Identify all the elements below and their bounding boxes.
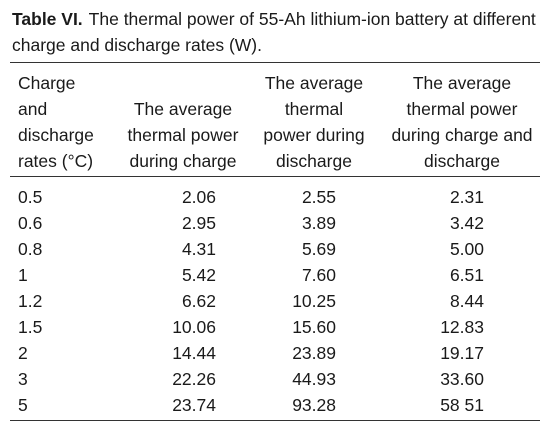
- header-line: The average: [133, 99, 233, 119]
- cell-rate: 2: [18, 343, 28, 363]
- cell-discharge-power: 15.60: [292, 317, 336, 337]
- header-line: thermal power: [127, 125, 239, 145]
- cell-rate: 0.8: [18, 239, 43, 259]
- table-row: 1.2 6.62 10.25 8.44: [0, 288, 552, 314]
- cell-charge-power: 23.74: [172, 395, 216, 415]
- cell-charge-power: 2.06: [181, 187, 216, 207]
- column-header-charge-and-discharge: The average thermal power during charge …: [382, 68, 542, 174]
- column-header-discharge: The average thermal power during dischar…: [252, 68, 376, 174]
- table-caption-text: The thermal power of 55-Ah lithium-ion b…: [12, 9, 536, 55]
- cell-combined-power: 5.00: [449, 239, 484, 259]
- cell-rate: 1.5: [18, 317, 43, 337]
- table-caption: Table VI. The thermal power of 55-Ah lith…: [12, 6, 540, 58]
- header-line: thermal power: [406, 99, 518, 119]
- column-header-charge: The average thermal power during charge: [118, 68, 248, 174]
- table-row: 1.5 10.06 15.60 12.83: [0, 314, 552, 340]
- cell-combined-power: 2.31: [449, 187, 484, 207]
- table-row: 0.8 4.31 5.69 5.00: [0, 236, 552, 262]
- table-top-rule: [10, 62, 540, 63]
- cell-discharge-power: 2.55: [301, 187, 336, 207]
- cell-combined-power: 12.83: [440, 317, 484, 337]
- header-line: during charge: [129, 151, 237, 171]
- cell-rate: 1: [18, 265, 28, 285]
- header-line: Charge: [18, 73, 76, 93]
- table-caption-label: Table VI.: [12, 9, 83, 29]
- table-row: 2 14.44 23.89 19.17: [0, 340, 552, 366]
- header-line: during charge and: [391, 125, 533, 145]
- table-header-rule: [10, 176, 540, 177]
- header-line: The average: [264, 73, 364, 93]
- header-line: discharge: [424, 151, 500, 171]
- table-row: 5 23.74 93.28 58 51: [0, 392, 552, 418]
- cell-combined-power: 6.51: [449, 265, 484, 285]
- cell-charge-power: 2.95: [181, 213, 216, 233]
- cell-combined-power: 58 51: [440, 395, 484, 415]
- header-line: and: [18, 99, 48, 119]
- table-row: 1 5.42 7.60 6.51: [0, 262, 552, 288]
- cell-discharge-power: 44.93: [292, 369, 336, 389]
- cell-combined-power: 19.17: [440, 343, 484, 363]
- cell-rate: 0.6: [18, 213, 43, 233]
- cell-charge-power: 4.31: [181, 239, 216, 259]
- cell-discharge-power: 23.89: [292, 343, 336, 363]
- cell-rate: 5: [18, 395, 28, 415]
- header-line: discharge: [18, 125, 94, 145]
- cell-discharge-power: 7.60: [301, 265, 336, 285]
- table-bottom-rule: [10, 420, 540, 421]
- cell-rate: 0.5: [18, 187, 43, 207]
- table-row: 0.5 2.06 2.55 2.31: [0, 184, 552, 210]
- cell-combined-power: 8.44: [449, 291, 484, 311]
- table-body: 0.5 2.06 2.55 2.31 0.6 2.95 3.89 3.42 0.…: [0, 184, 552, 418]
- cell-discharge-power: 3.89: [301, 213, 336, 233]
- cell-charge-power: 22.26: [172, 369, 216, 389]
- cell-discharge-power: 93.28: [292, 395, 336, 415]
- cell-rate: 1.2: [18, 291, 43, 311]
- column-header-rates: Charge and discharge rates (°C): [18, 68, 118, 174]
- cell-combined-power: 33.60: [440, 369, 484, 389]
- cell-combined-power: 3.42: [449, 213, 484, 233]
- cell-discharge-power: 5.69: [301, 239, 336, 259]
- header-line: power during: [263, 125, 365, 145]
- cell-charge-power: 6.62: [181, 291, 216, 311]
- cell-discharge-power: 10.25: [292, 291, 336, 311]
- cell-rate: 3: [18, 369, 28, 389]
- table-row: 3 22.26 44.93 33.60: [0, 366, 552, 392]
- cell-charge-power: 10.06: [172, 317, 216, 337]
- header-line: thermal: [284, 99, 344, 119]
- header-line: The average: [412, 73, 512, 93]
- cell-charge-power: 5.42: [181, 265, 216, 285]
- header-line: rates (°C): [18, 151, 94, 171]
- cell-charge-power: 14.44: [172, 343, 216, 363]
- table-row: 0.6 2.95 3.89 3.42: [0, 210, 552, 236]
- header-line: discharge: [276, 151, 352, 171]
